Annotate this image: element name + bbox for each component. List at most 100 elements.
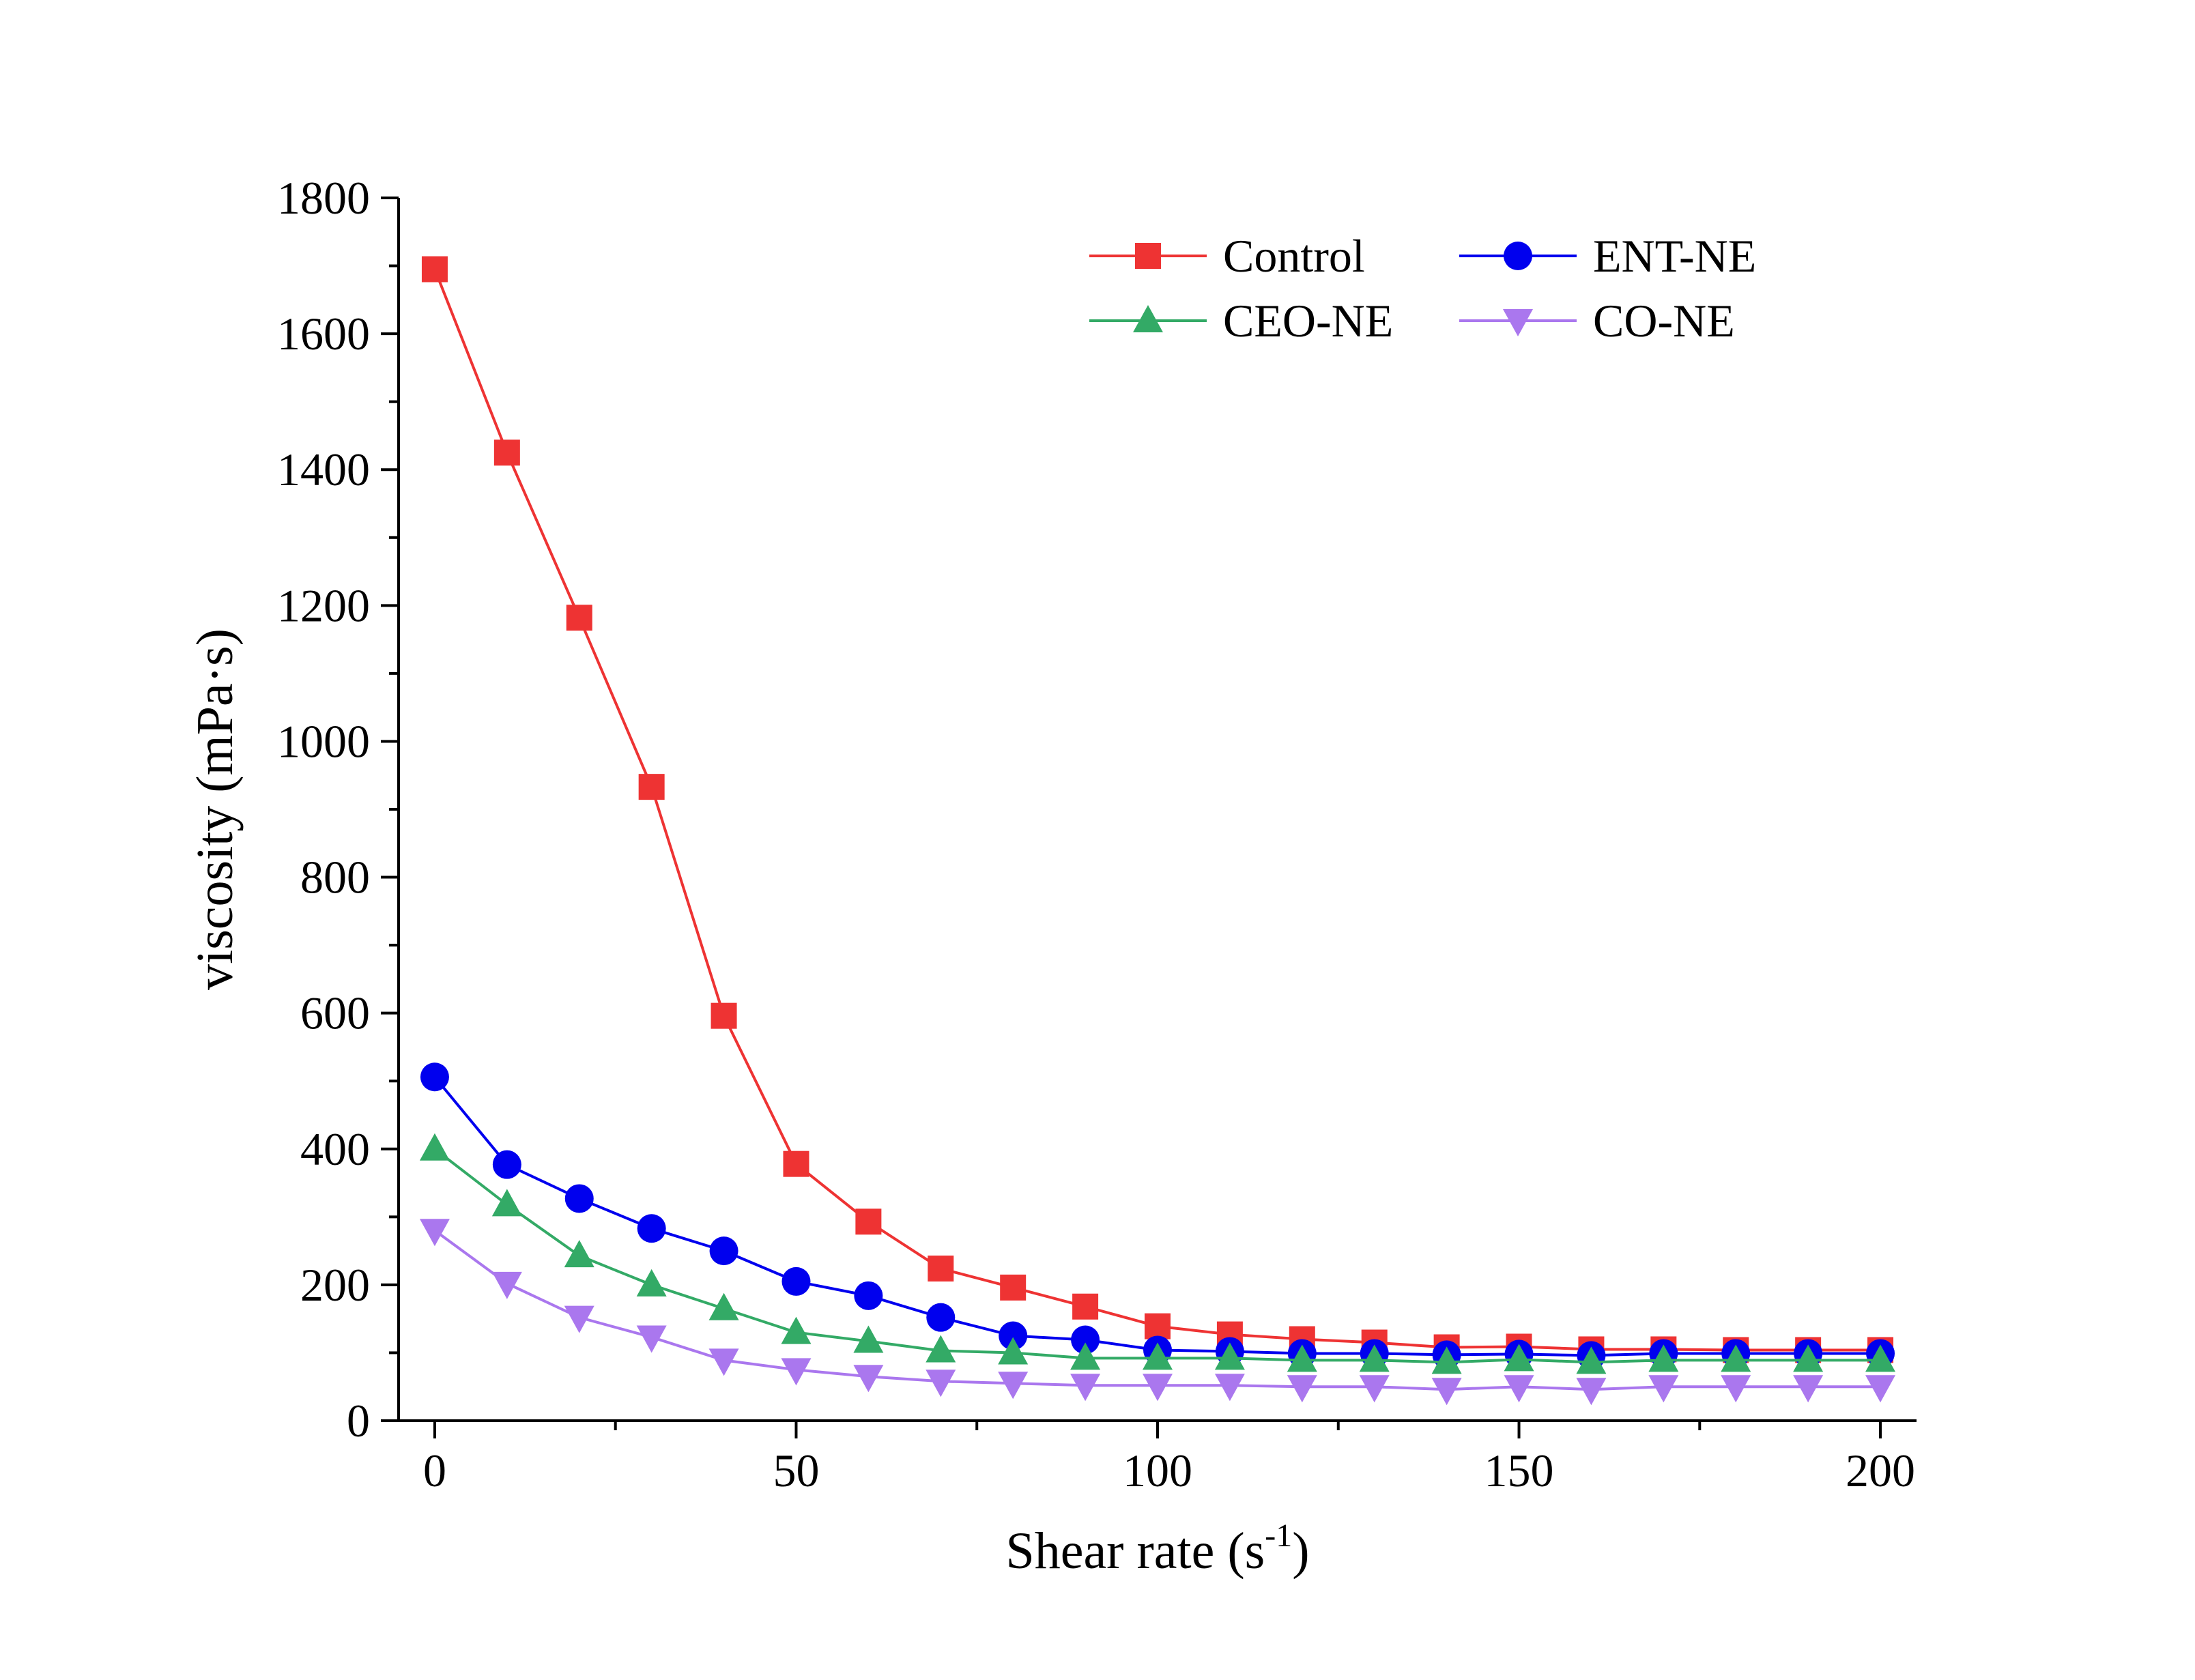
data-point <box>998 1337 1029 1365</box>
legend-label: CEO-NE <box>1223 295 1393 347</box>
data-point <box>926 1370 956 1397</box>
data-point <box>1793 1375 1824 1403</box>
y-tick-label: 0 <box>347 1395 370 1447</box>
legend-label: Control <box>1223 230 1365 282</box>
data-point <box>781 1358 812 1386</box>
data-point <box>1214 1374 1245 1402</box>
x-axis-title: Shear rate (s-1) <box>1005 1518 1309 1580</box>
data-point <box>998 1372 1029 1400</box>
data-point <box>1648 1375 1679 1403</box>
data-point <box>1287 1344 1317 1372</box>
legend-marker <box>1503 309 1533 336</box>
data-point <box>1072 1293 1099 1320</box>
series-line <box>433 268 1881 1352</box>
data-point <box>1359 1344 1390 1372</box>
data-point <box>926 1303 956 1332</box>
data-point <box>637 1214 666 1243</box>
series-control <box>421 256 1894 1363</box>
data-point <box>564 1240 594 1268</box>
data-point <box>636 1269 667 1297</box>
legend-label: CO-NE <box>1593 295 1735 347</box>
data-point <box>493 439 520 466</box>
data-point <box>636 1325 667 1353</box>
data-point <box>1143 1374 1173 1402</box>
y-tick-label: 1800 <box>277 172 370 224</box>
y-tick-label: 1400 <box>277 444 370 495</box>
data-point <box>1648 1344 1679 1372</box>
data-point <box>1431 1346 1462 1374</box>
data-point <box>854 1281 883 1310</box>
data-point <box>1287 1375 1317 1403</box>
y-ticks: 0 200 400 600 800 1000 1200 1400 1600 1800 <box>277 172 399 1447</box>
y-tick-label: 800 <box>300 852 370 903</box>
y-axis-title: viscosity (mPa·s) <box>186 628 244 990</box>
data-point <box>566 605 592 631</box>
data-point <box>492 1150 521 1179</box>
data-point <box>853 1365 884 1393</box>
data-point <box>926 1335 956 1363</box>
data-point <box>783 1150 809 1177</box>
legend-marker <box>1133 305 1163 332</box>
axes: 0 200 400 600 800 1000 1200 1400 1600 1800 0 50 100… <box>277 172 1917 1496</box>
x-tick-label: 100 <box>1123 1445 1192 1496</box>
data-point <box>419 1133 450 1161</box>
data-point <box>855 1208 882 1235</box>
data-point <box>1576 1378 1607 1406</box>
data-point <box>1504 1375 1534 1403</box>
legend-label: ENT-NE <box>1593 230 1756 282</box>
data-point <box>1070 1374 1101 1402</box>
data-point <box>781 1266 811 1296</box>
data-point <box>1576 1346 1607 1374</box>
y-tick-label: 1200 <box>277 579 370 631</box>
data-point <box>491 1189 522 1217</box>
data-point <box>1214 1342 1245 1370</box>
x-axis-title-close: ) <box>1292 1522 1309 1580</box>
y-tick-label: 200 <box>300 1259 370 1311</box>
data-point <box>708 1348 739 1376</box>
data-point <box>1143 1342 1173 1370</box>
legend: Control ENT-NE CEO-NE CO-NE <box>1089 230 1756 347</box>
data-point <box>711 1002 737 1029</box>
series-co-ne <box>419 1219 1896 1406</box>
series-layer <box>419 256 1896 1406</box>
y-tick-label: 1000 <box>277 715 370 767</box>
y-tick-label: 400 <box>300 1123 370 1175</box>
x-tick-label: 50 <box>773 1445 819 1496</box>
data-point <box>1145 1313 1171 1339</box>
data-point <box>1721 1375 1751 1403</box>
y-tick-label: 600 <box>300 987 370 1039</box>
data-point <box>853 1325 884 1353</box>
x-tick-label: 150 <box>1484 1445 1554 1496</box>
legend-marker <box>1135 243 1161 269</box>
x-axis-title-superscript: -1 <box>1265 1518 1292 1554</box>
data-point <box>421 256 448 283</box>
data-point <box>1070 1342 1101 1370</box>
data-point <box>1721 1344 1751 1372</box>
data-point <box>1071 1325 1100 1355</box>
legend-item: CO-NE <box>1459 295 1735 347</box>
data-point <box>491 1271 522 1299</box>
x-tick-label: 200 <box>1846 1445 1915 1496</box>
data-point <box>1359 1375 1390 1403</box>
data-point <box>1000 1274 1027 1301</box>
data-point <box>1431 1378 1462 1406</box>
data-point <box>419 1219 450 1247</box>
data-point <box>709 1236 738 1266</box>
x-axis-title-main: Shear rate (s <box>1005 1522 1265 1580</box>
y-tick-label: 1600 <box>277 308 370 360</box>
data-point <box>1793 1344 1824 1372</box>
data-point <box>1504 1344 1534 1372</box>
legend-item: ENT-NE <box>1459 230 1756 282</box>
legend-item: CEO-NE <box>1089 295 1393 347</box>
data-point <box>564 1184 594 1213</box>
series-ceo-ne <box>419 1133 1896 1374</box>
data-point <box>928 1255 954 1281</box>
legend-marker <box>1504 242 1532 270</box>
legend-item: Control <box>1089 230 1365 282</box>
data-point <box>1865 1375 1896 1403</box>
data-point <box>564 1305 594 1333</box>
data-point <box>781 1316 812 1344</box>
x-tick-label: 0 <box>423 1445 446 1496</box>
data-point <box>420 1062 449 1092</box>
